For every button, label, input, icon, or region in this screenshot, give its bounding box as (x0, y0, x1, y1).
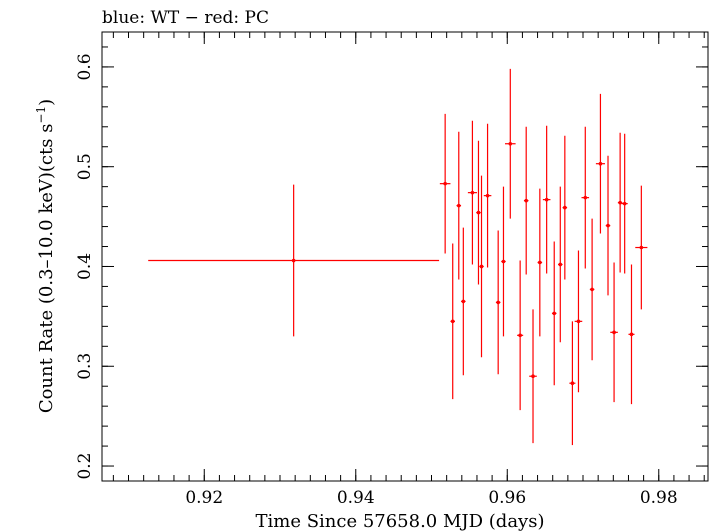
data-marker (590, 287, 594, 292)
data-marker (629, 332, 634, 337)
data-marker (583, 195, 588, 200)
data-marker (558, 262, 563, 267)
tick-labels: 0.92 0.94 0.96 0.98 0.2 0.3 0.4 0.5 0.6 (75, 53, 678, 508)
data-point (617, 132, 623, 273)
data-point (589, 218, 595, 361)
data-marker (518, 333, 522, 338)
data-point (529, 309, 537, 444)
y-tick-label: 0.3 (75, 353, 95, 380)
data-point (504, 68, 516, 219)
data-marker (470, 190, 475, 195)
x-tick-label: 0.92 (185, 488, 223, 508)
data-marker (479, 264, 484, 269)
data-marker (618, 200, 622, 205)
axis-ticks (102, 32, 708, 481)
data-point (495, 230, 501, 375)
data-marker (639, 245, 644, 250)
data-marker (598, 161, 603, 166)
data-marker (461, 299, 466, 304)
data-point (581, 126, 590, 269)
y-axis-label-main: Count Rate (0.3–10.0 keV)(cts s (36, 124, 57, 414)
x-tick-label: 0.98 (640, 488, 678, 508)
x-tick-label: 0.96 (488, 488, 526, 508)
data-point (605, 155, 611, 296)
y-tick-label: 0.2 (75, 453, 95, 480)
y-tick-label: 0.4 (75, 253, 95, 280)
data-marker (606, 223, 610, 228)
data-point (537, 188, 543, 337)
data-point (574, 250, 583, 393)
data-marker (524, 198, 528, 203)
data-marker (552, 311, 557, 316)
data-point (456, 131, 462, 280)
data-point (439, 113, 451, 254)
data-point (501, 186, 506, 337)
data-point (595, 93, 605, 234)
data-point (562, 135, 568, 280)
data-marker (450, 319, 455, 324)
data-point (523, 126, 529, 275)
data-point (635, 185, 648, 310)
data-point (467, 120, 477, 265)
data-point (450, 243, 455, 400)
chart-title: blue: WT − red: PC (102, 8, 269, 28)
data-point (517, 260, 524, 411)
data-marker (501, 259, 506, 264)
data-point (558, 186, 563, 343)
x-tick-label: 0.94 (337, 488, 375, 508)
data-point (461, 227, 466, 376)
data-marker (622, 201, 627, 206)
data-marker (576, 319, 581, 324)
data-point (542, 125, 551, 274)
data-marker (456, 203, 461, 208)
data-marker (476, 210, 481, 215)
data-point (621, 133, 628, 274)
data-marker (485, 193, 490, 198)
data-marker (612, 330, 616, 335)
data-marker (538, 260, 542, 265)
data-point (610, 262, 618, 403)
data-point (551, 241, 557, 386)
y-tick-label: 0.6 (75, 53, 95, 80)
data-marker (544, 197, 549, 202)
plot-frame (101, 31, 709, 482)
data-marker (508, 141, 513, 146)
y-axis-label: Count Rate (0.3–10.0 keV)(cts s−1) (34, 99, 57, 413)
series-pc (148, 68, 648, 446)
y-tick-label: 0.5 (75, 153, 95, 180)
data-marker (496, 300, 500, 305)
data-point (476, 140, 481, 285)
x-axis-label: Time Since 57658.0 MJD (days) (255, 511, 544, 532)
data-marker (291, 258, 296, 263)
data-point (628, 264, 635, 405)
data-marker (570, 381, 575, 386)
data-point (483, 123, 492, 268)
y-axis-label-superscript: −1 (34, 106, 48, 124)
data-point (479, 175, 484, 358)
data-marker (563, 205, 567, 210)
data-marker (531, 374, 535, 379)
data-point (569, 321, 576, 446)
y-axis-label-tail: ) (36, 99, 57, 106)
data-point (148, 184, 440, 337)
data-points (148, 68, 648, 446)
data-marker (443, 181, 447, 186)
